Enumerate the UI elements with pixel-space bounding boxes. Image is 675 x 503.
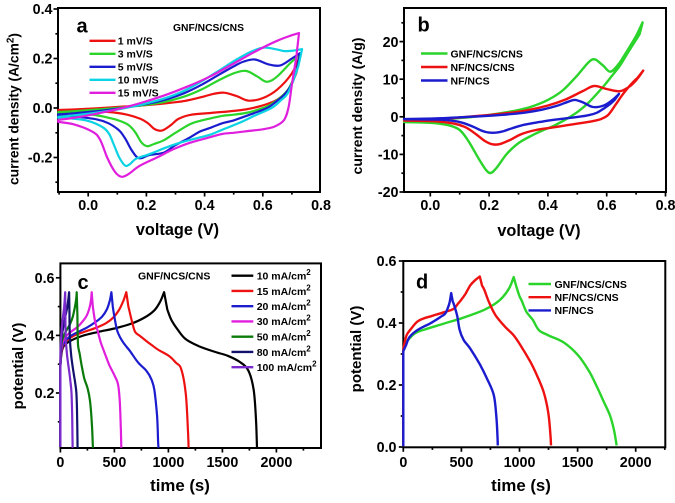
- svg-text:15 mV/S: 15 mV/S: [118, 88, 159, 100]
- svg-text:50 mA/cm2: 50 mA/cm2: [257, 329, 312, 344]
- svg-text:voltage (V): voltage (V): [497, 222, 580, 240]
- svg-text:0.0: 0.0: [78, 198, 98, 214]
- svg-text:10 mA/cm2: 10 mA/cm2: [257, 268, 312, 283]
- svg-text:0.2: 0.2: [35, 386, 55, 402]
- svg-text:potential (V): potential (V): [348, 306, 365, 393]
- svg-text:0: 0: [399, 455, 407, 471]
- svg-text:0.6: 0.6: [253, 198, 273, 214]
- svg-text:0: 0: [56, 455, 64, 471]
- svg-text:2000: 2000: [260, 455, 292, 471]
- svg-text:current density (A/g): current density (A/g): [349, 38, 365, 175]
- svg-text:-10: -10: [378, 148, 399, 164]
- svg-text:0.2: 0.2: [479, 198, 499, 214]
- svg-text:0.0: 0.0: [420, 198, 440, 214]
- svg-text:10: 10: [383, 72, 399, 88]
- svg-text:NF/NCS/CNS: NF/NCS/CNS: [451, 62, 515, 74]
- svg-text:GNF/NCS/CNS: GNF/NCS/CNS: [138, 270, 210, 282]
- svg-text:-20: -20: [378, 185, 399, 201]
- svg-text:15 mA/cm2: 15 mA/cm2: [257, 283, 312, 298]
- svg-text:current density (A/cm2): current density (A/cm2): [6, 33, 22, 185]
- svg-text:1500: 1500: [562, 455, 594, 471]
- svg-text:0.6: 0.6: [35, 271, 55, 287]
- svg-text:0.4: 0.4: [35, 329, 55, 345]
- svg-text:0.2: 0.2: [136, 198, 156, 214]
- svg-text:20 mA/cm2: 20 mA/cm2: [257, 299, 312, 314]
- svg-text:100 mA/cm2: 100 mA/cm2: [257, 360, 317, 375]
- svg-text:time (s): time (s): [150, 476, 210, 495]
- svg-text:0.0: 0.0: [33, 101, 53, 117]
- svg-text:0.4: 0.4: [538, 198, 558, 214]
- svg-text:time (s): time (s): [491, 476, 551, 495]
- svg-text:10 mV/S: 10 mV/S: [118, 75, 159, 87]
- svg-text:0.6: 0.6: [377, 254, 397, 270]
- svg-text:c: c: [78, 272, 89, 294]
- svg-text:500: 500: [449, 455, 473, 471]
- svg-text:NF/NCS: NF/NCS: [555, 305, 594, 317]
- svg-text:0.4: 0.4: [33, 2, 53, 18]
- svg-text:GNF/NCS/CNS: GNF/NCS/CNS: [173, 23, 244, 34]
- svg-text:1000: 1000: [152, 455, 184, 471]
- svg-text:NF/NCS: NF/NCS: [451, 75, 490, 87]
- svg-text:b: b: [418, 14, 430, 36]
- svg-text:-0.2: -0.2: [28, 151, 53, 167]
- svg-text:potential (V): potential (V): [10, 323, 27, 410]
- svg-text:0.6: 0.6: [597, 198, 617, 214]
- svg-text:80 mA/cm2: 80 mA/cm2: [257, 344, 312, 359]
- svg-text:0.0: 0.0: [377, 440, 397, 456]
- svg-text:0.2: 0.2: [33, 52, 53, 68]
- svg-text:2000: 2000: [620, 455, 652, 471]
- svg-text:d: d: [416, 271, 428, 293]
- svg-text:0: 0: [391, 110, 399, 126]
- svg-text:0.4: 0.4: [377, 316, 397, 332]
- svg-text:500: 500: [102, 455, 126, 471]
- svg-text:1 mV/S: 1 mV/S: [118, 36, 153, 48]
- svg-text:0.2: 0.2: [377, 378, 397, 394]
- svg-text:a: a: [77, 16, 89, 38]
- svg-text:30 mA/cm2: 30 mA/cm2: [257, 314, 312, 329]
- svg-text:NF/NCS/CNS: NF/NCS/CNS: [555, 292, 619, 304]
- svg-text:3 mV/S: 3 mV/S: [118, 49, 153, 61]
- svg-text:0.8: 0.8: [656, 198, 675, 214]
- svg-text:GNF/NCS/CNS: GNF/NCS/CNS: [451, 48, 523, 60]
- svg-text:1000: 1000: [504, 455, 536, 471]
- svg-text:1500: 1500: [206, 455, 238, 471]
- svg-text:voltage (V): voltage (V): [136, 221, 219, 239]
- svg-text:0.4: 0.4: [195, 198, 215, 214]
- svg-text:5 mV/S: 5 mV/S: [118, 62, 153, 74]
- svg-text:0.8: 0.8: [311, 198, 331, 214]
- svg-text:20: 20: [383, 35, 399, 51]
- svg-text:GNF/NCS/CNS: GNF/NCS/CNS: [555, 279, 627, 291]
